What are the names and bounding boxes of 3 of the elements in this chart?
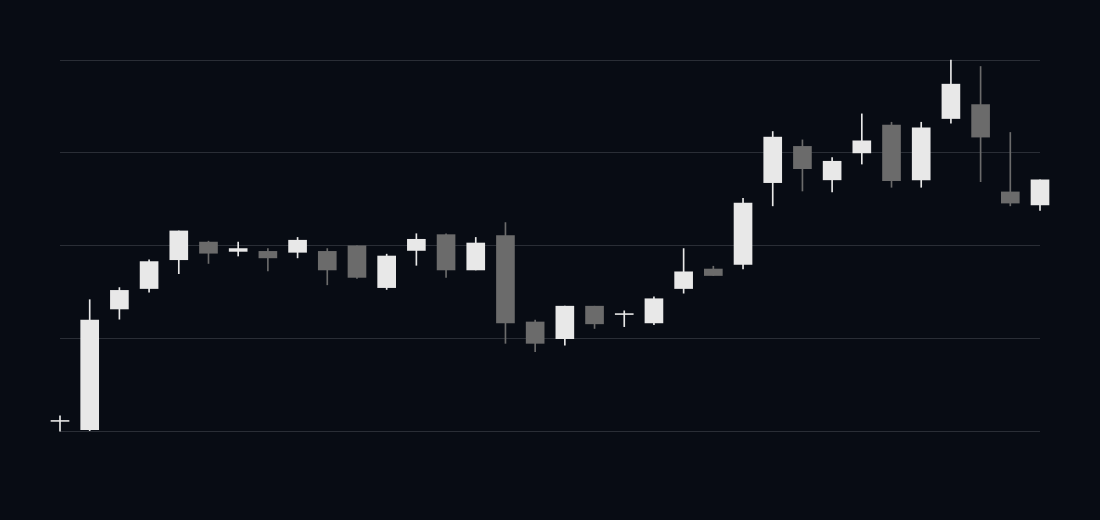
candlestick bbox=[50, 415, 70, 432]
candlestick bbox=[1000, 132, 1020, 207]
candlestick bbox=[614, 310, 634, 327]
